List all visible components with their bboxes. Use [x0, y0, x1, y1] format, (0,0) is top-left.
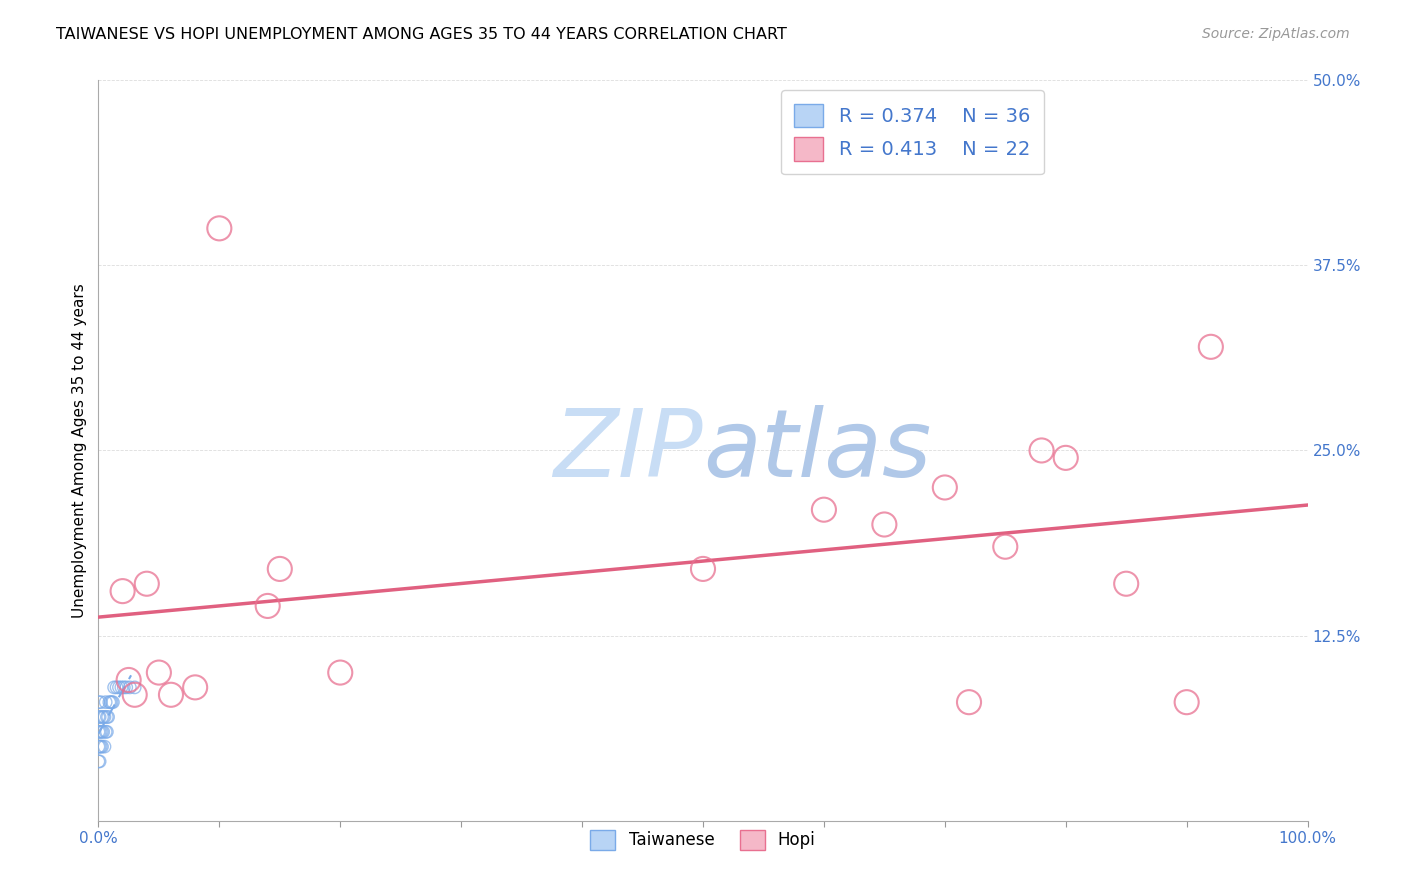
Point — [118, 681, 141, 695]
Point — [90, 695, 112, 709]
Point — [118, 673, 141, 687]
Point — [160, 688, 183, 702]
Legend: Taiwanese, Hopi: Taiwanese, Hopi — [583, 823, 823, 856]
Point — [256, 599, 278, 613]
Point — [1175, 695, 1198, 709]
Point — [87, 724, 110, 739]
Point — [1031, 443, 1053, 458]
Text: TAIWANESE VS HOPI UNEMPLOYMENT AMONG AGES 35 TO 44 YEARS CORRELATION CHART: TAIWANESE VS HOPI UNEMPLOYMENT AMONG AGE… — [56, 27, 787, 42]
Point — [94, 724, 117, 739]
Point — [89, 710, 111, 724]
Point — [96, 724, 118, 739]
Point — [873, 517, 896, 532]
Point — [269, 562, 291, 576]
Text: atlas: atlas — [703, 405, 931, 496]
Point — [96, 710, 118, 724]
Point — [124, 681, 146, 695]
Point — [91, 724, 114, 739]
Point — [94, 695, 117, 709]
Point — [135, 576, 157, 591]
Point — [1199, 340, 1222, 354]
Point — [112, 681, 135, 695]
Point — [934, 480, 956, 494]
Point — [111, 584, 134, 599]
Point — [90, 724, 112, 739]
Point — [108, 681, 131, 695]
Point — [87, 695, 110, 709]
Point — [103, 681, 125, 695]
Point — [813, 502, 835, 516]
Point — [994, 540, 1017, 554]
Point — [89, 739, 111, 754]
Point — [89, 724, 111, 739]
Point — [91, 724, 114, 739]
Point — [91, 739, 114, 754]
Point — [101, 695, 124, 709]
Point — [91, 710, 114, 724]
Point — [184, 681, 207, 695]
Text: Source: ZipAtlas.com: Source: ZipAtlas.com — [1202, 27, 1350, 41]
Point — [208, 221, 231, 235]
Point — [105, 681, 128, 695]
Point — [957, 695, 980, 709]
Point — [93, 739, 115, 754]
Point — [100, 695, 122, 709]
Point — [87, 739, 110, 754]
Point — [329, 665, 352, 680]
Point — [87, 755, 110, 769]
Point — [1115, 576, 1137, 591]
Point — [692, 562, 714, 576]
Y-axis label: Unemployment Among Ages 35 to 44 years: Unemployment Among Ages 35 to 44 years — [72, 283, 87, 618]
Point — [97, 710, 120, 724]
Point — [91, 710, 114, 724]
Point — [148, 665, 170, 680]
Point — [93, 710, 115, 724]
Text: ZIP: ZIP — [554, 405, 703, 496]
Point — [87, 710, 110, 724]
Point — [89, 755, 111, 769]
Point — [124, 688, 146, 702]
Point — [115, 681, 138, 695]
Point — [1054, 450, 1077, 465]
Point — [110, 681, 132, 695]
Point — [98, 695, 121, 709]
Point — [100, 695, 122, 709]
Point — [90, 739, 112, 754]
